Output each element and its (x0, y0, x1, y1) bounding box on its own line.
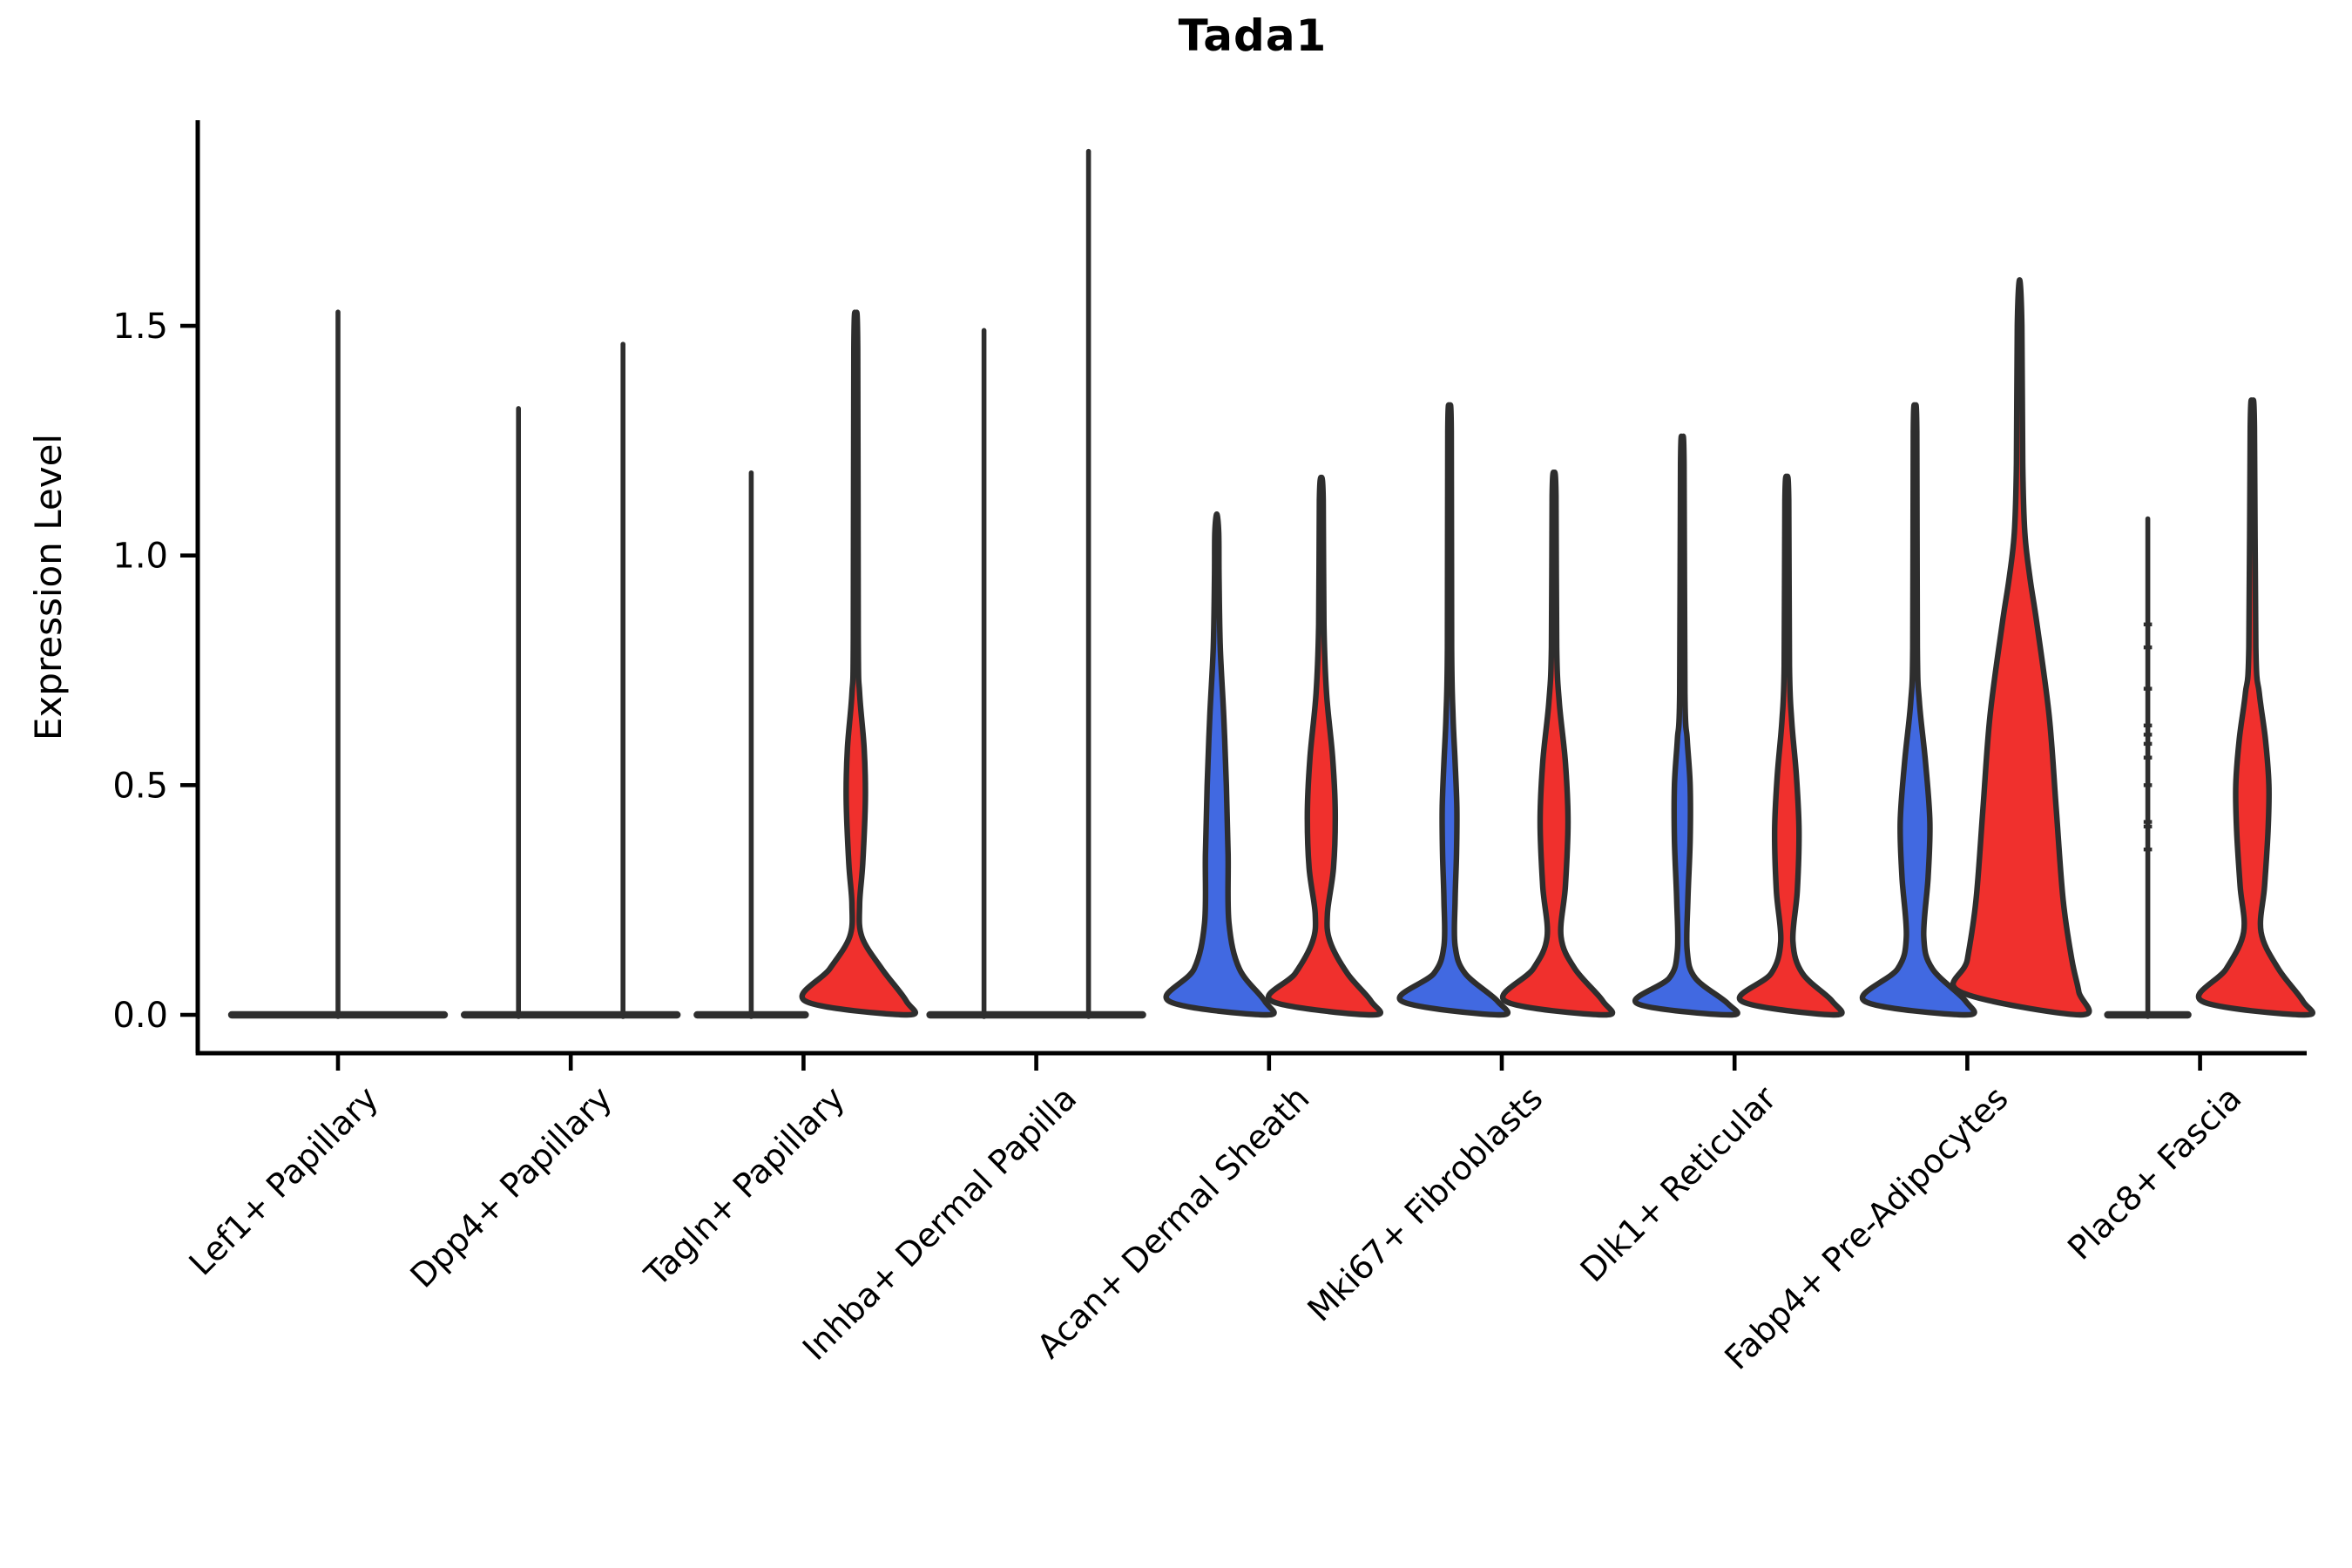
chart-title: Tada1 (1178, 10, 1328, 61)
violin-red (1736, 473, 1845, 1018)
y-tick-label: 0.0 (112, 996, 168, 1036)
violin-red (2195, 397, 2315, 1018)
violin-red (1500, 470, 1616, 1018)
y-tick-label: 1.0 (112, 537, 168, 577)
y-tick-label: 0.5 (112, 766, 168, 806)
violin-blue (1396, 402, 1511, 1018)
y-tick-label: 1.5 (112, 307, 168, 347)
violin-red (1266, 474, 1383, 1018)
violin-red (1950, 277, 2092, 1018)
violin-blue (1163, 511, 1277, 1018)
violin-red (799, 309, 919, 1018)
violin-blue (1859, 402, 1977, 1018)
violin-blue (1632, 433, 1740, 1018)
